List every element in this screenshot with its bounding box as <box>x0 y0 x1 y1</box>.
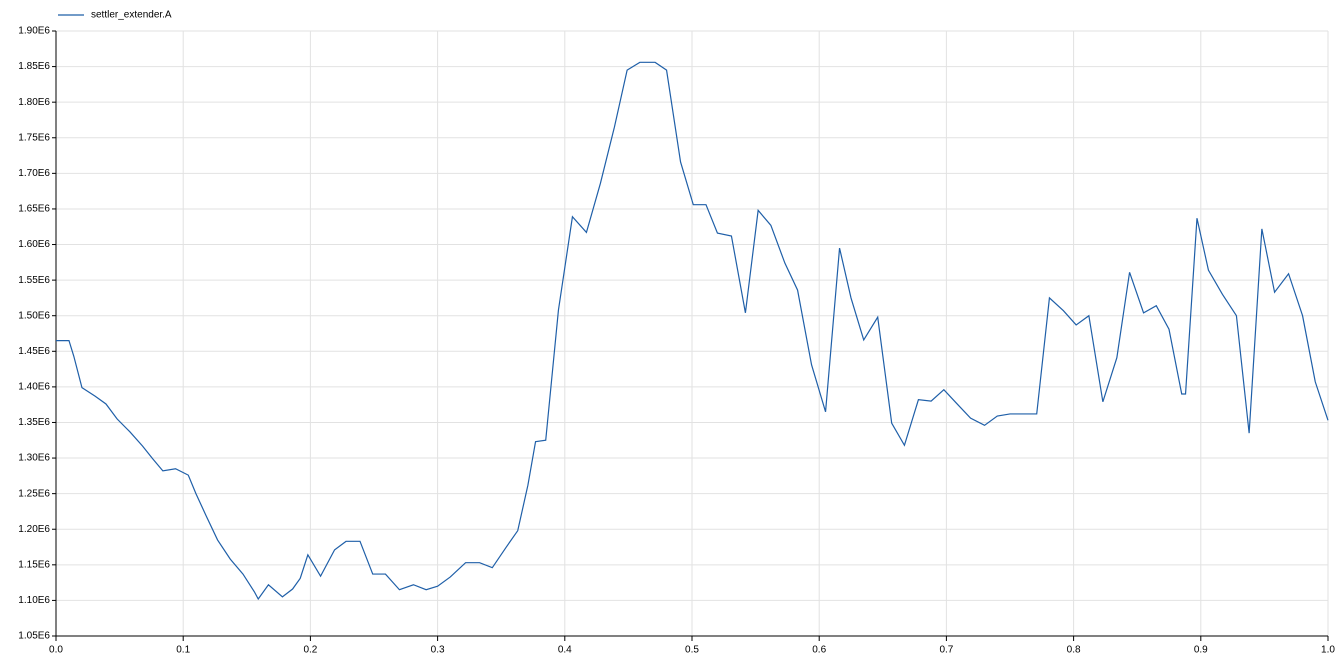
y-tick-label: 1.70E6 <box>18 168 50 179</box>
x-tick-label: 0.7 <box>939 645 953 656</box>
x-tick-label: 0.2 <box>303 645 317 656</box>
x-tick-label: 0.8 <box>1067 645 1081 656</box>
legend-label: settler_extender.A <box>91 10 172 21</box>
y-tick-label: 1.45E6 <box>18 346 50 357</box>
x-tick-label: 0.9 <box>1194 645 1208 656</box>
x-tick-label: 0.6 <box>812 645 826 656</box>
y-tick-label: 1.60E6 <box>18 239 50 250</box>
y-tick-label: 1.25E6 <box>18 488 50 499</box>
x-tick-label: 0.5 <box>685 645 699 656</box>
y-tick-label: 1.50E6 <box>18 310 50 321</box>
x-tick-label: 0.4 <box>558 645 572 656</box>
y-tick-label: 1.65E6 <box>18 204 50 215</box>
y-tick-label: 1.80E6 <box>18 97 50 108</box>
y-tick-label: 1.05E6 <box>18 631 50 642</box>
y-tick-label: 1.30E6 <box>18 453 50 464</box>
y-tick-label: 1.55E6 <box>18 275 50 286</box>
y-tick-label: 1.10E6 <box>18 595 50 606</box>
y-tick-label: 1.40E6 <box>18 382 50 393</box>
x-tick-label: 0.3 <box>431 645 445 656</box>
x-tick-label: 0.0 <box>49 645 63 656</box>
y-tick-label: 1.35E6 <box>18 417 50 428</box>
y-tick-label: 1.20E6 <box>18 524 50 535</box>
data-line <box>56 61 1329 601</box>
y-tick-label: 1.90E6 <box>18 26 50 37</box>
x-tick-label: 1.0 <box>1321 645 1335 656</box>
y-tick-label: 1.85E6 <box>18 61 50 72</box>
y-tick-label: 1.75E6 <box>18 132 50 143</box>
x-tick-label: 0.1 <box>176 645 190 656</box>
y-tick-label: 1.15E6 <box>18 559 50 570</box>
